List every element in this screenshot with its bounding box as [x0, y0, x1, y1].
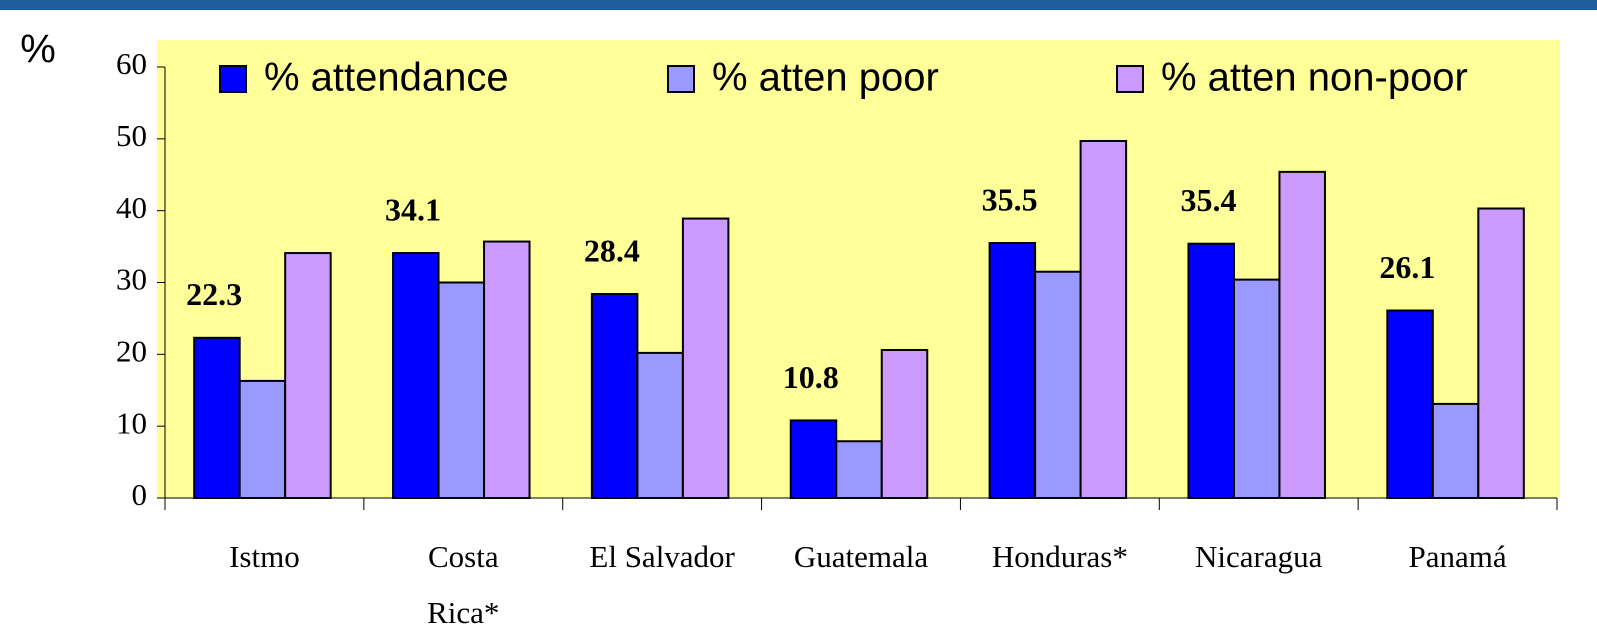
- bar: [590, 292, 639, 500]
- legend-swatch: [667, 65, 695, 93]
- bar: [437, 281, 486, 499]
- bar: [880, 349, 929, 500]
- bar: [1386, 309, 1434, 500]
- value-label: 10.8: [783, 359, 839, 395]
- legend-swatch: [1116, 65, 1144, 93]
- legend-label: % atten non-poor: [1161, 56, 1468, 100]
- value-label: 26.1: [1379, 249, 1435, 285]
- bar: [835, 440, 883, 500]
- bar: [988, 241, 1037, 499]
- value-label: 28.4: [584, 232, 640, 268]
- bar: [1431, 402, 1480, 500]
- bar: [1477, 207, 1525, 500]
- bar: [284, 252, 332, 499]
- x-tick-label: Guatemala: [794, 539, 929, 574]
- y-tick-label: 20: [116, 333, 147, 368]
- bar: [789, 419, 838, 500]
- y-tick-label: 60: [116, 46, 147, 81]
- legend-label: % attendance: [264, 56, 509, 100]
- bar: [1278, 170, 1326, 499]
- bar: [636, 351, 684, 499]
- bar: [193, 336, 241, 500]
- bar: [1034, 270, 1082, 499]
- x-tick-label: Istmo: [229, 539, 300, 574]
- value-label: 35.5: [982, 181, 1038, 217]
- x-tick-label: Panamá: [1409, 539, 1507, 574]
- x-tick-label: Honduras*: [992, 539, 1128, 574]
- plot-background: [157, 40, 1560, 498]
- top-bar: [0, 0, 1597, 10]
- legend-swatch: [219, 65, 247, 93]
- value-label: 22.3: [186, 276, 242, 312]
- y-tick-label: 40: [116, 190, 147, 225]
- bar: [392, 252, 440, 499]
- y-axis-label: %: [20, 28, 56, 72]
- x-tick-label: El Salvador: [589, 539, 735, 574]
- y-tick-label: 50: [116, 118, 147, 153]
- bar: [1187, 242, 1235, 499]
- x-tick-label: Costa Rica*: [427, 539, 499, 630]
- bar: [1079, 139, 1128, 499]
- value-label: 34.1: [385, 191, 441, 227]
- bar: [238, 379, 287, 499]
- x-tick-label: Nicaragua: [1195, 539, 1323, 574]
- legend-label: % atten poor: [712, 56, 939, 100]
- bar: [483, 240, 531, 499]
- bar: [681, 217, 730, 499]
- y-tick-label: 10: [116, 405, 147, 440]
- y-tick-label: 30: [116, 262, 147, 297]
- y-tick-label: 0: [132, 477, 148, 512]
- bar: [1232, 278, 1281, 500]
- value-label: 35.4: [1180, 182, 1236, 218]
